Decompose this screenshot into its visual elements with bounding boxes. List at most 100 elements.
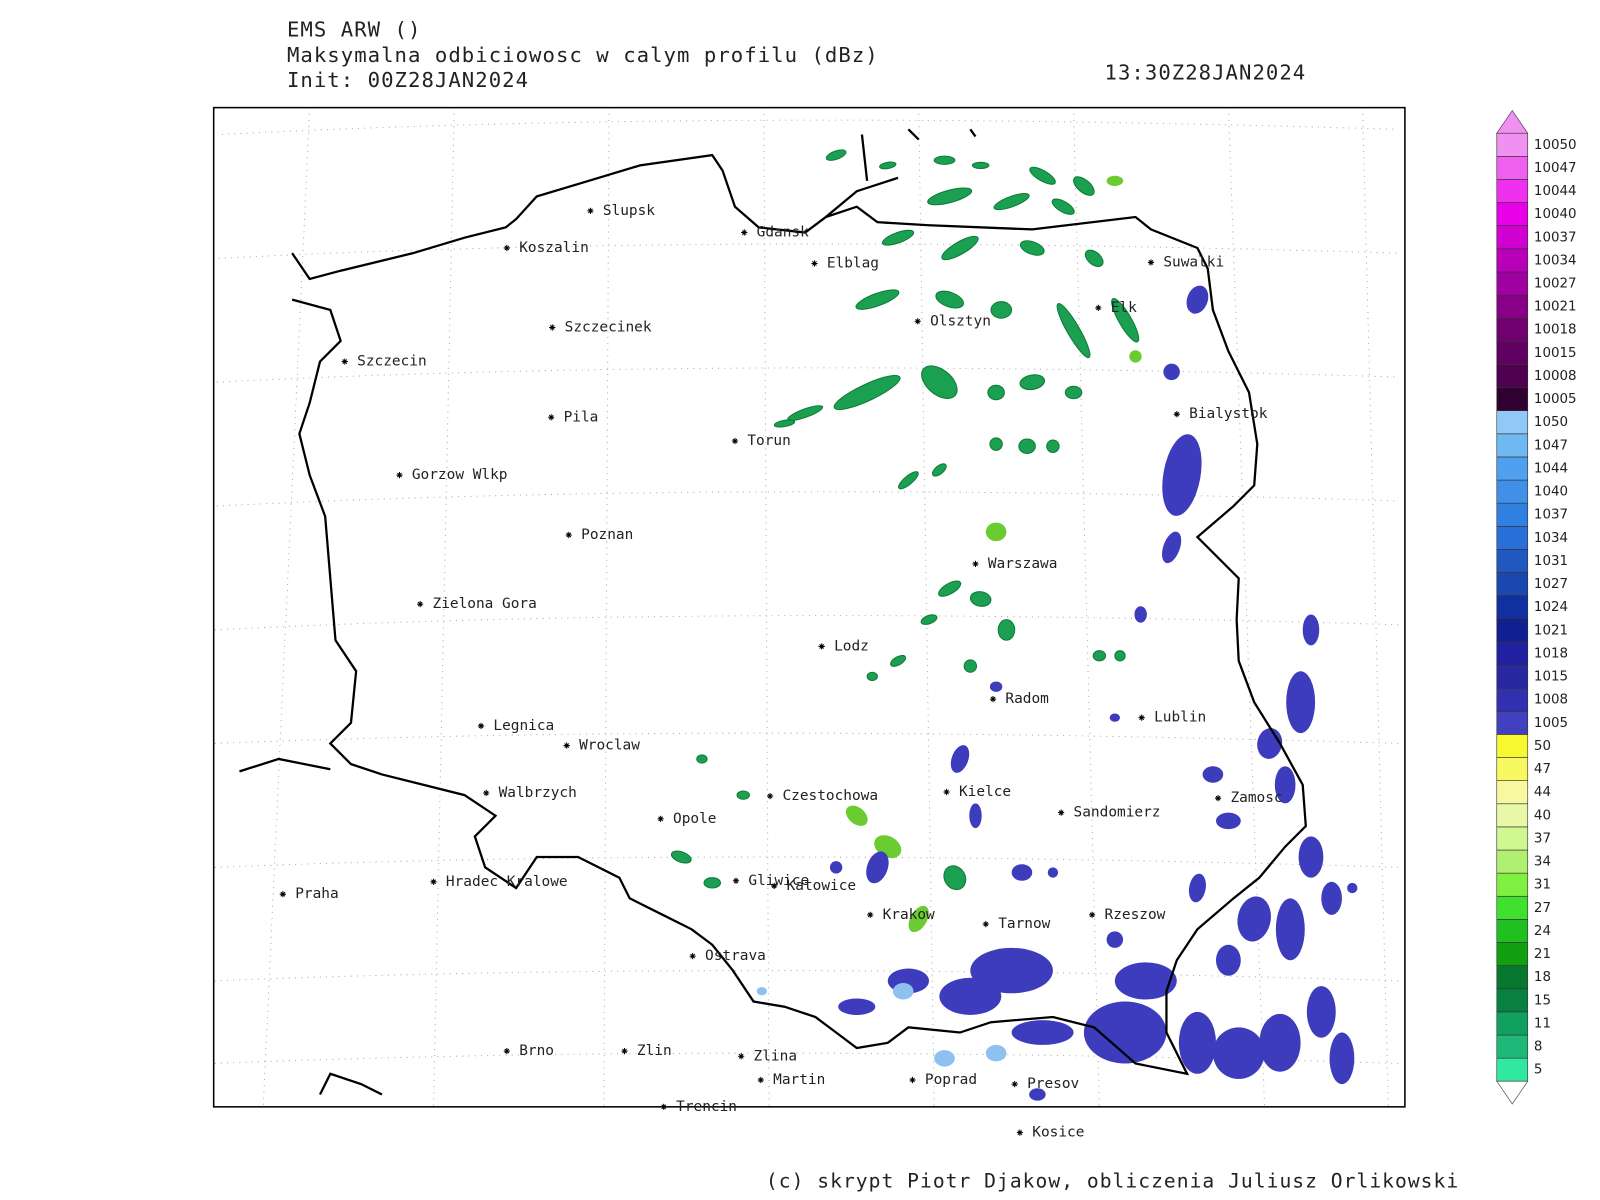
echo [773, 419, 796, 428]
echo [881, 229, 915, 246]
echo [1106, 175, 1124, 187]
colorbar-label: 10034 [1534, 253, 1577, 268]
colorbar-label: 10015 [1534, 346, 1577, 361]
city-marker [503, 244, 510, 252]
city-marker [417, 601, 424, 608]
colorbar-box [1496, 988, 1529, 1013]
echo [1321, 881, 1342, 915]
colorbar-box [1496, 618, 1529, 643]
echo [866, 851, 889, 884]
echo [1114, 650, 1126, 662]
echo [941, 235, 979, 261]
city-marker [766, 793, 774, 800]
echo [969, 591, 992, 607]
city-marker [1016, 1129, 1023, 1136]
echo [1114, 962, 1177, 1000]
city-marker [731, 437, 739, 445]
city-marker [732, 877, 740, 884]
colorbar-label: 27 [1534, 901, 1551, 916]
city-marker [909, 1076, 916, 1084]
echo [1178, 1011, 1216, 1074]
valid-time: 13:30Z28JAN2024 [1105, 61, 1307, 85]
city-marker [587, 207, 594, 214]
echo [985, 522, 1007, 542]
colorbar-label: 1050 [1534, 415, 1568, 430]
city-label: Gliwice [748, 873, 809, 889]
colorbar-label: 11 [1534, 1016, 1551, 1031]
echo [997, 619, 1016, 641]
init-time: Init: 00Z28JAN2024 [287, 68, 529, 92]
colorbar-label: 15 [1534, 993, 1551, 1008]
echo [1018, 438, 1036, 454]
city-marker [563, 742, 570, 749]
city-label: Slupsk [603, 203, 655, 219]
city-marker [943, 788, 950, 796]
echo [927, 187, 973, 206]
colorbar-label: 1005 [1534, 716, 1568, 731]
echo [892, 982, 914, 1000]
colorbar-label: 37 [1534, 831, 1551, 846]
city-label: Szczecin [357, 354, 427, 370]
echo [670, 850, 692, 864]
echo [950, 745, 970, 773]
echo [1188, 873, 1206, 903]
echo [920, 614, 938, 625]
colorbar-box [1496, 595, 1529, 620]
echo [1202, 766, 1224, 783]
echo [1186, 285, 1209, 314]
colorbar-box [1496, 710, 1529, 735]
colorbar-label: 10005 [1534, 392, 1577, 407]
city-marker [341, 358, 348, 365]
subtitle: Maksymalna odbiciowosc w calym profilu (… [287, 43, 879, 67]
colorbar-label: 5 [1534, 1063, 1543, 1078]
city-label: Legnica [493, 718, 554, 734]
echo [1134, 606, 1147, 623]
echo [1011, 864, 1033, 881]
city-label: Wroclaw [579, 738, 640, 754]
colorbar-box [1496, 341, 1529, 365]
echo [1064, 385, 1083, 400]
city-marker [279, 891, 286, 898]
colorbar-label: 10018 [1534, 323, 1577, 338]
echo [1306, 986, 1336, 1038]
echo [939, 977, 1002, 1015]
colorbar-label: 10040 [1534, 207, 1577, 222]
city-marker [477, 722, 485, 730]
city-label: Poznan [581, 527, 633, 543]
colorbar-box [1496, 248, 1529, 273]
city-marker [771, 882, 778, 890]
city-labels: Slupsk Koszalin Gdansk Elblag Szczecinek Szcz… [279, 203, 1283, 1141]
echo [1274, 766, 1296, 804]
echo [938, 580, 962, 597]
city-label: Presov [1027, 1076, 1079, 1092]
city-marker [818, 643, 825, 650]
city-label: Ostrava [705, 948, 766, 964]
precipitation-field [670, 149, 1358, 1101]
city-marker [914, 318, 921, 325]
echo [838, 998, 876, 1015]
colorbar-box [1496, 225, 1529, 250]
echo [696, 754, 708, 764]
colorbar-box [1496, 872, 1529, 897]
city-label: Czestochowa [782, 788, 878, 804]
city-label: Praha [295, 886, 338, 902]
echo [1073, 176, 1095, 196]
colorbar-box [1496, 757, 1529, 781]
city-label: Gdansk [757, 225, 809, 241]
colorbar-label: 10050 [1534, 138, 1577, 153]
city-label: Zielona Gora [433, 596, 537, 612]
echo [993, 193, 1030, 211]
city-label: Kielce [959, 784, 1011, 800]
city-marker [396, 472, 403, 479]
echo [971, 161, 990, 170]
colorbar-label: 10037 [1534, 230, 1577, 245]
echo [1051, 198, 1075, 215]
colorbar-box [1496, 572, 1529, 596]
colorbar-label: 50 [1534, 739, 1551, 754]
echo [703, 877, 722, 889]
city-marker [689, 953, 696, 960]
echo [908, 905, 929, 933]
echo [1162, 531, 1182, 564]
echo [934, 1050, 955, 1067]
city-label: Lublin [1154, 710, 1206, 726]
